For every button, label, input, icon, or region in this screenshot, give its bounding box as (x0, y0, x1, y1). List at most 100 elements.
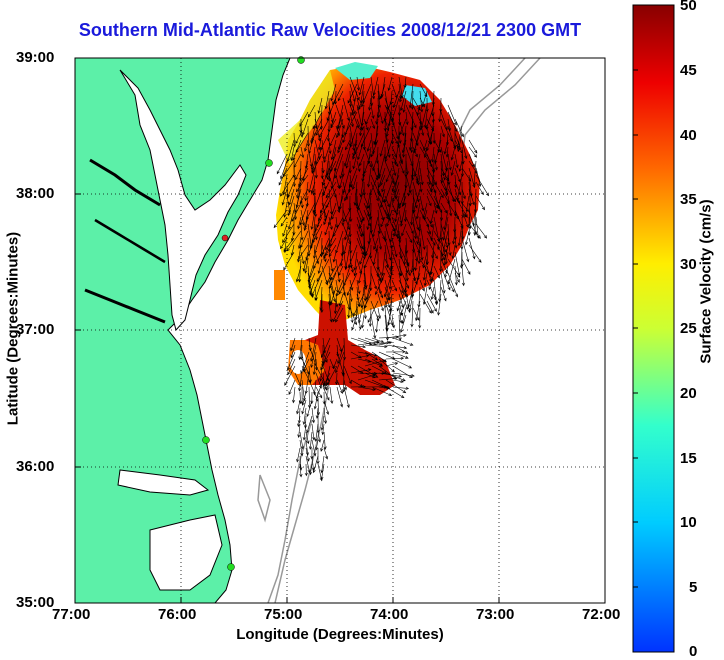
velocity-arrow (334, 90, 338, 105)
velocity-arrow (410, 90, 414, 110)
velocity-arrow (356, 118, 362, 132)
velocity-arrow (302, 407, 307, 425)
velocity-arrow (384, 237, 392, 261)
velocity-arrow (447, 258, 461, 278)
velocity-arrow (349, 125, 356, 152)
velocity-arrow (342, 97, 350, 121)
velocity-arrow (387, 76, 393, 92)
colorbar-tick-label: 40 (680, 127, 697, 144)
velocity-arrow (472, 202, 477, 227)
velocity-arrow (378, 341, 393, 346)
velocity-arrow (292, 167, 296, 188)
velocity-arrow (350, 354, 370, 360)
velocity-arrow (311, 423, 316, 441)
velocity-arrow (287, 358, 296, 376)
velocity-arrow (392, 365, 413, 379)
velocity-arrow (282, 174, 288, 196)
albemarle-sound (117, 469, 210, 496)
velocity-arrow (322, 372, 331, 388)
velocity-arrow (412, 97, 421, 111)
velocity-arrow (328, 279, 336, 303)
velocity-field-west-strip (274, 270, 285, 300)
velocity-arrow (326, 265, 337, 284)
velocity-arrow (401, 223, 407, 237)
velocity-arrow (349, 111, 354, 128)
velocity-arrow (300, 209, 306, 227)
velocity-arrow (408, 83, 414, 109)
velocity-arrow (475, 174, 489, 197)
velocity-arrow (323, 146, 330, 164)
velocity-arrow (349, 237, 353, 254)
velocity-arrow (385, 362, 399, 367)
velocity-arrow (295, 265, 302, 283)
velocity-arrow (426, 230, 436, 246)
velocity-arrow (440, 202, 448, 214)
velocity-arrow (440, 272, 446, 294)
velocity-arrow (300, 146, 305, 159)
velocity-arrow (375, 272, 386, 296)
map-title: Southern Mid-Atlantic Raw Velocities 200… (78, 20, 582, 40)
colorbar-tick-label: 30 (680, 256, 697, 273)
velocity-arrow (414, 244, 421, 272)
velocity-arrow (447, 272, 458, 298)
velocity-arrow (407, 286, 414, 309)
velocity-field-yellow-rim (278, 70, 335, 165)
velocity-arrow (399, 118, 407, 136)
velocity-arrow (402, 97, 407, 113)
velocity-arrow (363, 307, 367, 320)
velocity-arrow (370, 104, 375, 119)
velocity-arrow (308, 265, 316, 282)
velocity-arrow (293, 202, 297, 221)
velocity-arrow (398, 118, 405, 137)
colorbar-tick-label: 10 (680, 514, 697, 531)
velocity-arrow (353, 181, 358, 206)
velocity-arrow (290, 344, 296, 359)
velocity-arrow (410, 202, 414, 226)
velocity-arrow (307, 104, 316, 118)
velocity-arrow (398, 188, 407, 210)
velocity-arrow (433, 293, 438, 305)
velocity-arrow (412, 209, 420, 231)
velocity-arrow (321, 423, 325, 436)
velocity-arrow (425, 97, 429, 113)
velocity-arrow (342, 286, 351, 311)
velocity-arrow (358, 76, 365, 96)
velocity-arrow (351, 174, 358, 190)
velocity-arrow (439, 216, 443, 241)
velocity-arrow (426, 132, 433, 145)
velocity-arrow (468, 146, 478, 158)
velocity-arrow (447, 104, 457, 126)
velocity-arrow (314, 286, 318, 301)
velocity-arrow (299, 344, 303, 360)
velocity-arrow (310, 344, 317, 368)
velocity-arrow (319, 104, 323, 130)
velocity-arrow (419, 97, 425, 108)
velocity-arrow (291, 202, 302, 222)
velocity-arrow (349, 258, 354, 273)
velocity-arrow (429, 258, 435, 276)
velocity-arrow (392, 379, 404, 383)
velocity-arrow (377, 265, 384, 282)
velocity-arrow (398, 153, 403, 165)
velocity-arrow (419, 223, 426, 250)
velocity-arrow (311, 439, 317, 457)
velocity-arrow (330, 83, 337, 102)
velocity-arrow (359, 216, 365, 229)
velocity-arrow (304, 139, 309, 152)
velocity-arrow (408, 125, 414, 151)
velocity-arrow (391, 160, 397, 177)
velocity-arrow (280, 237, 288, 250)
velocity-arrow (430, 223, 435, 242)
velocity-arrow (300, 125, 304, 138)
velocity-arrow (297, 237, 302, 250)
velocity-arrow (304, 463, 308, 477)
x-tick-label: 72:00 (582, 606, 621, 623)
velocity-arrow (392, 344, 409, 354)
velocity-arrow (300, 195, 304, 209)
velocity-arrow (299, 202, 309, 226)
velocity-arrow (373, 132, 379, 145)
velocity-arrow (315, 439, 319, 451)
velocity-arrow (297, 415, 301, 428)
velocity-arrow (296, 399, 301, 415)
